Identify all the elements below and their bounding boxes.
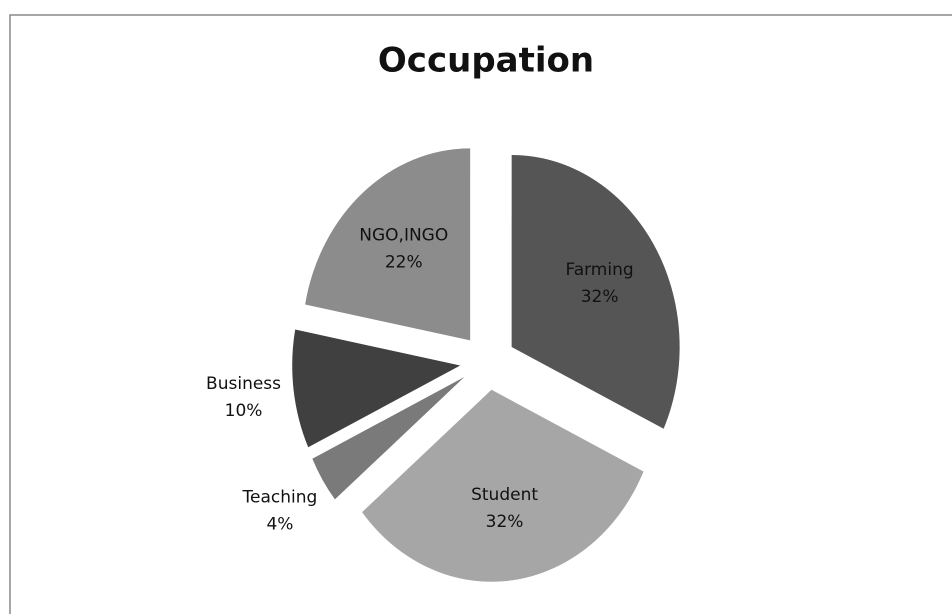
pie-slice <box>511 154 680 429</box>
slice-label: Business <box>206 374 281 394</box>
slice-value-label: 32% <box>486 512 524 532</box>
slice-label: NGO,INGO <box>359 226 448 246</box>
pie-slice <box>312 377 465 500</box>
slice-value-label: 32% <box>581 287 619 307</box>
slice-label: Teaching <box>242 488 318 508</box>
pie-slice <box>305 148 471 341</box>
chart-title: Occupation <box>378 41 594 81</box>
slice-value-label: 22% <box>385 253 423 273</box>
slice-value-label: 4% <box>266 515 293 535</box>
slice-value-label: 10% <box>225 401 263 421</box>
pie-slice <box>292 329 461 448</box>
pie-slice <box>362 389 644 582</box>
slice-label: Farming <box>565 260 633 280</box>
slice-label: Student <box>471 485 538 505</box>
